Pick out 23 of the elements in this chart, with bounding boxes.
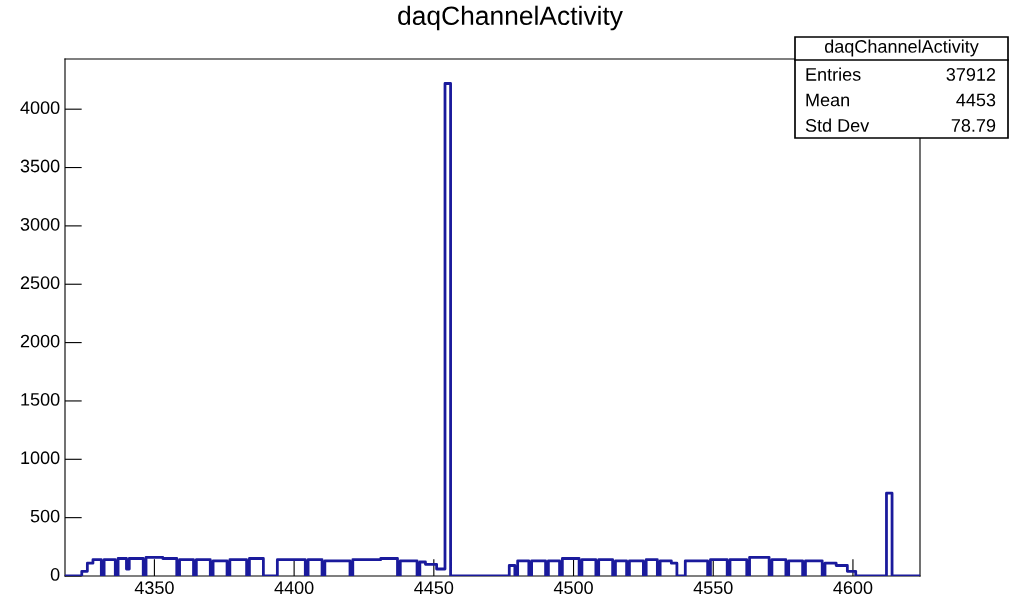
x-tick-label: 4600 (833, 581, 873, 595)
text: 4453 (956, 93, 996, 107)
text: daqChannelActivity (824, 39, 979, 57)
y-tick-label: 1500 (21, 393, 60, 406)
y-tick-label: 2000 (20, 334, 60, 348)
y-tick-label: 3500 (20, 159, 60, 173)
annotation: Entries (806, 67, 861, 81)
y-tick-label: 500 (30, 509, 60, 523)
y-tick-label: 3000 (20, 217, 60, 231)
y-tick-label: 2500 (20, 276, 60, 290)
annotation: Std Dev (805, 118, 870, 132)
text: 78.79 (951, 119, 996, 132)
y-tick-label: 1000 (21, 451, 60, 465)
annotation: Mean (806, 93, 849, 107)
chart-title: daqChannelActivity (398, 5, 623, 31)
y-tick-label: 4000 (20, 101, 60, 115)
x-tick-label: 4550 (693, 581, 733, 595)
x-tick-label: 4400 (274, 581, 314, 595)
x-tick-label: 4350 (134, 581, 174, 595)
text: 37912 (946, 68, 996, 81)
y-tick-label: 0 (50, 568, 60, 581)
x-tick-label: 4500 (553, 581, 593, 595)
x-tick-label: 4450 (414, 581, 454, 595)
